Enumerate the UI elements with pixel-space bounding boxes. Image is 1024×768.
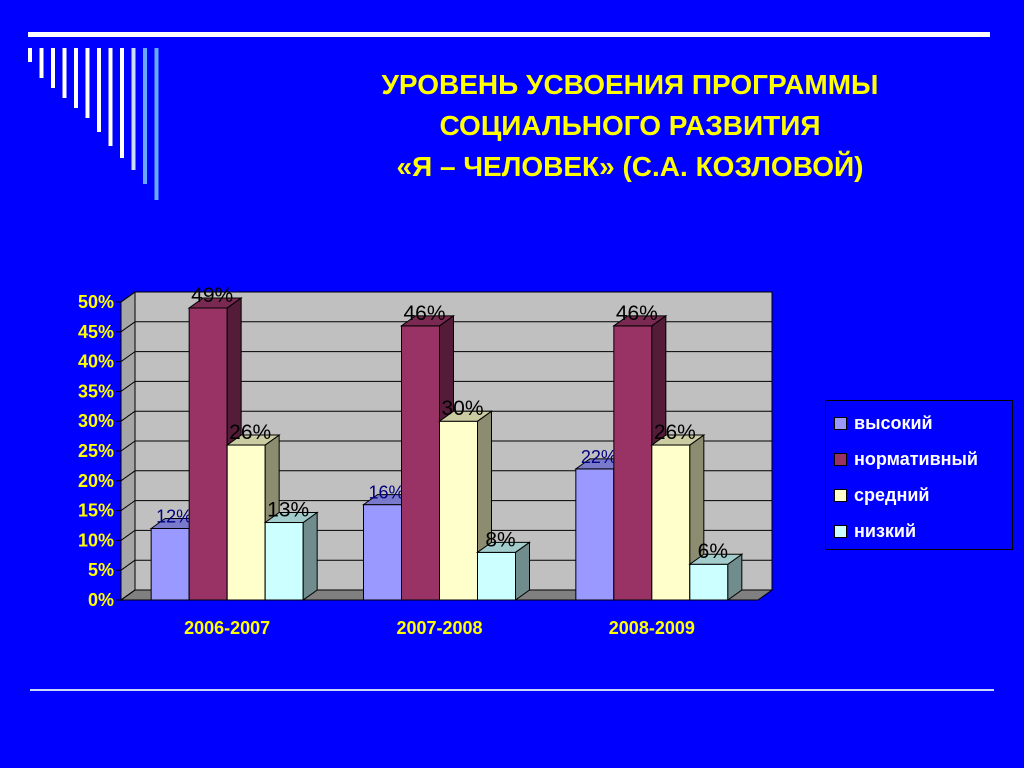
stripe	[51, 48, 55, 88]
stripe	[131, 48, 136, 170]
gridline-side	[120, 559, 136, 571]
legend-item-low: низкий	[834, 513, 1012, 549]
top-rule	[28, 32, 990, 37]
data-label: 12%	[156, 506, 192, 526]
data-label: 26%	[229, 421, 271, 444]
bar-front	[613, 325, 653, 601]
legend-item-high: высокий	[834, 405, 1012, 441]
y-tick-label: 20%	[78, 471, 114, 491]
stripe	[108, 48, 113, 146]
y-tick-label: 30%	[78, 411, 114, 431]
stripe	[85, 48, 90, 118]
y-tick-label: 35%	[78, 381, 114, 401]
gridline-side	[120, 529, 136, 541]
data-label: 46%	[616, 302, 658, 325]
legend-swatch-low	[834, 524, 847, 538]
gridline-side	[120, 470, 136, 482]
data-label: 8%	[485, 528, 515, 551]
bar-top	[688, 553, 744, 565]
bar-top	[187, 297, 243, 309]
bar-top	[475, 541, 532, 553]
stripe	[143, 48, 147, 184]
data-label: 46%	[403, 302, 445, 325]
data-label: 26%	[654, 421, 696, 444]
bar-top	[225, 434, 281, 446]
legend-label-high: высокий	[854, 412, 933, 433]
chart-legend: высокий нормативный средний низкий	[825, 400, 1013, 550]
bar-top	[437, 410, 494, 422]
data-label: 49%	[191, 284, 233, 307]
gridline-side	[120, 410, 136, 422]
legend-item-normative: нормативный	[834, 441, 1012, 477]
title-line-3: «Я – ЧЕЛОВЕК» (С.А. КОЗЛОВОЙ)	[396, 151, 864, 182]
gridline-side	[120, 500, 136, 512]
x-tick-label: 2006-2007	[184, 618, 270, 638]
y-tick-label: 10%	[78, 530, 114, 550]
data-label: 22%	[581, 447, 617, 467]
bar-top	[612, 315, 668, 327]
y-tick-label: 15%	[78, 501, 114, 521]
legend-swatch-high	[834, 416, 847, 430]
bar-1-3	[475, 541, 532, 601]
bar-0-1	[187, 296, 243, 601]
y-tick-label: 50%	[78, 292, 114, 312]
bar-front	[651, 444, 691, 601]
bottom-rule	[30, 689, 994, 691]
y-tick-label: 0%	[88, 590, 114, 610]
title-line-2: СОЦИАЛЬНОГО РАЗВИТИЯ	[439, 110, 821, 141]
bar-front	[363, 504, 402, 601]
bar-front	[188, 307, 228, 601]
gridline-side	[120, 380, 136, 392]
stripe	[39, 48, 44, 78]
x-tick-label: 2008-2009	[609, 618, 695, 638]
stripe	[62, 48, 67, 98]
bar-front	[226, 444, 266, 601]
gridline-side	[120, 589, 136, 601]
data-label: 6%	[698, 540, 728, 563]
data-label: 30%	[441, 397, 483, 420]
gridline-side	[120, 321, 136, 333]
stripe	[28, 48, 32, 62]
stripe	[74, 48, 78, 108]
y-tick-label: 45%	[78, 322, 114, 342]
bar-front	[401, 325, 440, 601]
bar-2-3	[688, 553, 744, 601]
legend-item-medium: средний	[834, 477, 1012, 513]
legend-label-normative: нормативный	[854, 448, 978, 469]
bar-front	[264, 522, 304, 601]
bar-front	[439, 420, 478, 601]
gridline-side	[120, 351, 136, 363]
legend-label-medium: средний	[854, 484, 930, 505]
legend-swatch-medium	[834, 488, 847, 502]
data-label: 16%	[368, 483, 404, 503]
data-label: 13%	[267, 499, 309, 522]
gridline-side	[120, 291, 136, 303]
gridline-side	[120, 440, 136, 452]
bar-front	[150, 527, 190, 601]
slide-title: УРОВЕНЬ УСВОЕНИЯ ПРОГРАММЫ СОЦИАЛЬНОГО Р…	[300, 64, 960, 187]
x-tick-label: 2007-2008	[396, 618, 482, 638]
legend-swatch-normative	[834, 452, 847, 466]
bar-front	[689, 563, 729, 601]
bar-side	[302, 511, 318, 601]
legend-label-low: низкий	[854, 520, 917, 541]
stripe	[154, 48, 159, 200]
bar-2-2	[650, 434, 706, 601]
y-tick-label: 25%	[78, 441, 114, 461]
bar-front	[477, 551, 516, 601]
bar-top	[650, 434, 706, 446]
y-tick-label: 40%	[78, 352, 114, 372]
stripe	[97, 48, 101, 132]
bar-0-3	[263, 511, 319, 601]
bar-top	[263, 512, 319, 524]
y-tick-label: 5%	[88, 560, 114, 580]
bar-front	[575, 468, 615, 601]
stripe	[120, 48, 124, 158]
title-line-1: УРОВЕНЬ УСВОЕНИЯ ПРОГРАММЫ	[381, 69, 879, 100]
bar-top	[399, 315, 456, 327]
